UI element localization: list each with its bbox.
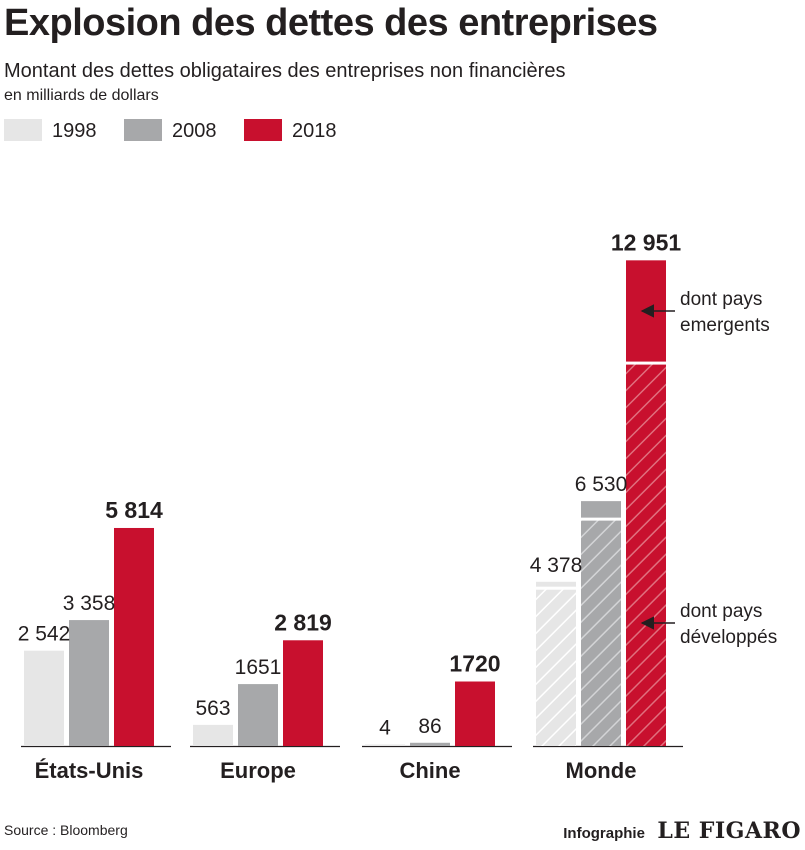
value-label-3-1998: 4 378 [530, 554, 583, 577]
legend-swatch-2008 [124, 119, 162, 141]
value-label-0-1998: 2 542 [18, 623, 71, 646]
value-label-0-2018: 5 814 [105, 497, 163, 523]
legend-swatch-1998 [4, 119, 42, 141]
category-labels: États-Unis Europe Chine Monde [35, 758, 637, 783]
value-label-2-2018: 1720 [449, 651, 500, 677]
bar-1-1998 [193, 724, 233, 746]
bar-monde-1998-emergents [536, 581, 576, 587]
chart-title: Explosion des dettes des entreprises [4, 2, 658, 44]
legend-label-1998: 1998 [52, 120, 97, 142]
value-label-0-2008: 3 358 [63, 592, 116, 615]
annotation-text-1-1: développés [680, 627, 777, 648]
bar-monde-2018-developpes [626, 364, 666, 746]
bar-monde-2008-developpes [581, 520, 621, 746]
bar-2-1998 [365, 744, 405, 746]
credit-label: Infographie [563, 825, 645, 842]
legend-swatch-2018 [244, 119, 282, 141]
annotation-text-1-0: dont pays [680, 601, 762, 622]
value-label-1-1998: 563 [195, 697, 230, 720]
bar-monde-2008-emergents [581, 501, 621, 518]
annotation-text-0-1: emergents [680, 315, 770, 336]
annotations: dont pays emergents dont pays développés [640, 289, 777, 648]
annotation-text-0-0: dont pays [680, 289, 762, 310]
value-label-1-2018: 2 819 [274, 609, 332, 635]
category-label-1: Europe [220, 758, 296, 783]
bar-monde-1998-developpes [536, 589, 576, 746]
bar-2-2008 [410, 742, 450, 746]
bar-0-2008 [69, 620, 109, 746]
bar-0-1998 [24, 650, 64, 746]
source-note: Source : Bloomberg [4, 822, 128, 838]
unit-label: en milliards de dollars [4, 87, 159, 104]
bar-1-2018 [283, 640, 323, 746]
legend-label-2018: 2018 [292, 120, 337, 142]
bar-1-2008 [238, 684, 278, 746]
credit: Infographie LE FIGARO [563, 818, 801, 844]
bar-2-2018 [455, 681, 495, 746]
value-label-3-2018: 12 951 [611, 229, 682, 255]
value-label-1-2008: 1651 [235, 656, 282, 679]
category-label-2: Chine [399, 758, 460, 783]
value-label-3-2008: 6 530 [575, 473, 628, 496]
category-label-0: États-Unis [35, 758, 144, 783]
value-label-2-1998: 4 [379, 717, 391, 740]
value-label-2-2008: 86 [418, 715, 441, 738]
bar-0-2018 [114, 527, 154, 746]
category-label-3: Monde [566, 758, 637, 783]
legend-label-2008: 2008 [172, 120, 217, 142]
chart-subtitle: Montant des dettes obligataires des entr… [4, 60, 566, 82]
brand-logo: LE FIGARO [657, 818, 801, 844]
